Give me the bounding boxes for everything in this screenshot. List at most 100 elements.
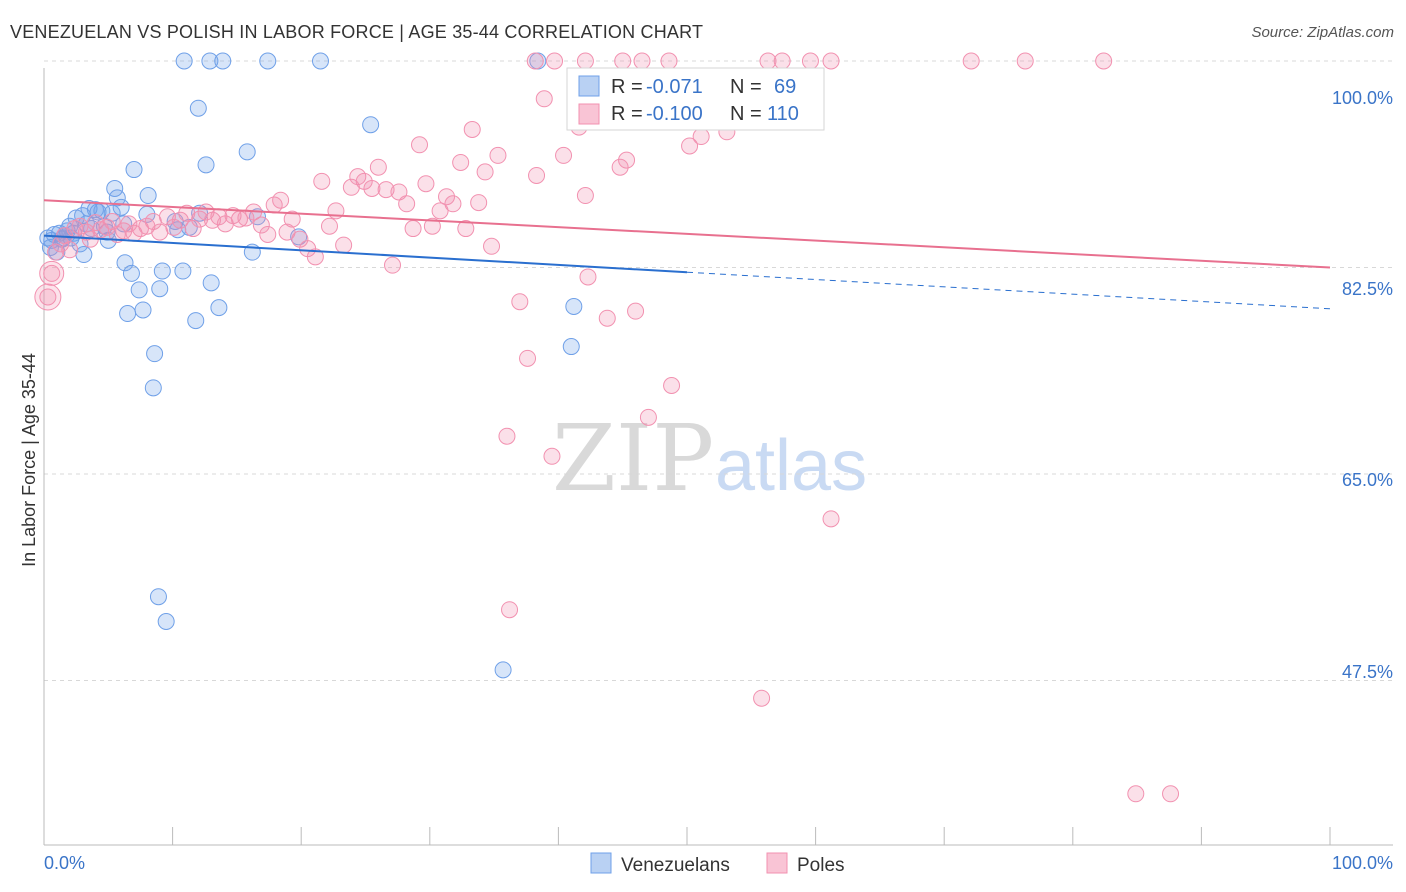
poles-legend-label: Poles <box>797 855 845 876</box>
venezuelans-point <box>75 246 93 264</box>
poles-r-label: R = <box>611 103 643 125</box>
venezuelans-legend-swatch <box>590 852 612 874</box>
poles-point <box>34 283 62 311</box>
poles-point <box>43 264 61 282</box>
venezuelans-point <box>494 661 512 679</box>
poles-point <box>692 128 710 146</box>
stats-legend: R = -0.071 N = 69 R = -0.100 N = 110 <box>566 67 825 131</box>
poles-point <box>272 191 290 209</box>
poles-point <box>463 120 481 138</box>
poles-point <box>61 241 79 259</box>
poles-point <box>417 175 435 193</box>
venezuelans-point <box>362 116 380 134</box>
venezuelans-trend-extension <box>686 271 1331 310</box>
trend-lines <box>43 199 1331 310</box>
watermark: ZIP atlas <box>552 405 867 512</box>
poles-point <box>283 210 301 228</box>
svg-text:ZIP: ZIP <box>552 405 714 512</box>
poles-n-label: N = <box>730 103 762 125</box>
poles-point <box>498 427 516 445</box>
poles-n-value: 110 <box>767 103 799 125</box>
poles-point <box>278 223 296 241</box>
venezuelans-point <box>106 179 124 197</box>
y-tick-label: 100.0% <box>1332 88 1393 108</box>
venezuelans-point <box>562 338 580 356</box>
venezuelans-point <box>125 161 143 179</box>
poles-point <box>660 52 678 70</box>
poles-point <box>438 188 456 206</box>
y-tick-label: 82.5% <box>1342 279 1393 299</box>
poles-point <box>411 136 429 154</box>
venezuelans-point <box>238 143 256 161</box>
venezuelans-point <box>116 254 134 272</box>
poles-point <box>47 243 65 261</box>
venezuelans-point <box>202 274 220 292</box>
venezuelans-swatch <box>578 75 600 97</box>
poles-point <box>384 256 402 274</box>
x-tick-label-max: 100.0% <box>1332 853 1393 873</box>
y-tick-label: 47.5% <box>1342 662 1393 682</box>
poles-point <box>759 52 777 70</box>
poles-point <box>39 288 57 306</box>
venezuelans-point <box>175 52 193 70</box>
venezuelans-point <box>80 200 98 217</box>
poles-point <box>753 689 771 707</box>
poles-point <box>489 146 507 164</box>
venezuelans-point <box>86 201 104 219</box>
venezuelans-point <box>108 189 126 207</box>
poles-point <box>526 52 544 70</box>
poles-point <box>773 52 791 70</box>
poles-point <box>369 158 387 176</box>
poles-point <box>398 195 416 213</box>
poles-point <box>576 52 594 70</box>
venezuelans-r-value: -0.071 <box>646 76 703 98</box>
venezuelans-point <box>112 198 130 216</box>
venezuelans-point <box>122 264 140 282</box>
venezuelans-point <box>189 99 207 117</box>
poles-point <box>1016 52 1034 70</box>
poles-point <box>92 221 110 239</box>
venezuelans-point <box>146 345 164 363</box>
poles-point <box>627 302 645 320</box>
poles-point <box>822 510 840 528</box>
poles-point <box>423 217 441 235</box>
poles-point <box>306 248 324 266</box>
venezuelans-point <box>157 613 175 630</box>
poles-point <box>681 137 699 155</box>
poles-point <box>801 52 819 70</box>
poles-point <box>598 309 616 327</box>
poles-point <box>1162 785 1180 803</box>
poles-point <box>618 151 636 169</box>
poles-point <box>151 223 169 241</box>
venezuelans-n-value: 69 <box>774 76 796 98</box>
axes <box>43 68 1393 846</box>
poles-point <box>444 195 462 213</box>
poles-point <box>165 218 183 236</box>
venezuelans-n-label: N = <box>730 76 762 98</box>
poles-point <box>431 202 449 220</box>
venezuelans-point <box>201 52 219 70</box>
poles-point <box>184 220 202 238</box>
poles-point <box>452 153 470 171</box>
y-axis-label: In Labor Force | Age 35-44 <box>19 353 39 567</box>
poles-point <box>528 166 546 184</box>
poles-point <box>611 158 629 176</box>
venezuelans-point <box>149 588 167 606</box>
venezuelans-point <box>144 379 162 397</box>
poles-swatch <box>578 103 600 125</box>
poles-point <box>501 601 519 619</box>
y-tick-label: 65.0% <box>1342 470 1393 490</box>
venezuelans-point <box>187 312 205 330</box>
poles-point <box>404 220 422 238</box>
poles-point <box>511 293 529 311</box>
poles-point <box>457 220 475 238</box>
venezuelans-point <box>153 262 171 280</box>
venezuelans-r-label: R = <box>611 76 643 98</box>
poles-point <box>259 225 277 243</box>
poles-point <box>614 52 632 70</box>
venezuelans-trend-line <box>43 234 688 274</box>
poles-point <box>579 268 597 286</box>
venezuelans-point <box>311 52 329 70</box>
venezuelans-point <box>197 156 215 174</box>
poles-trend-line <box>43 199 1331 269</box>
